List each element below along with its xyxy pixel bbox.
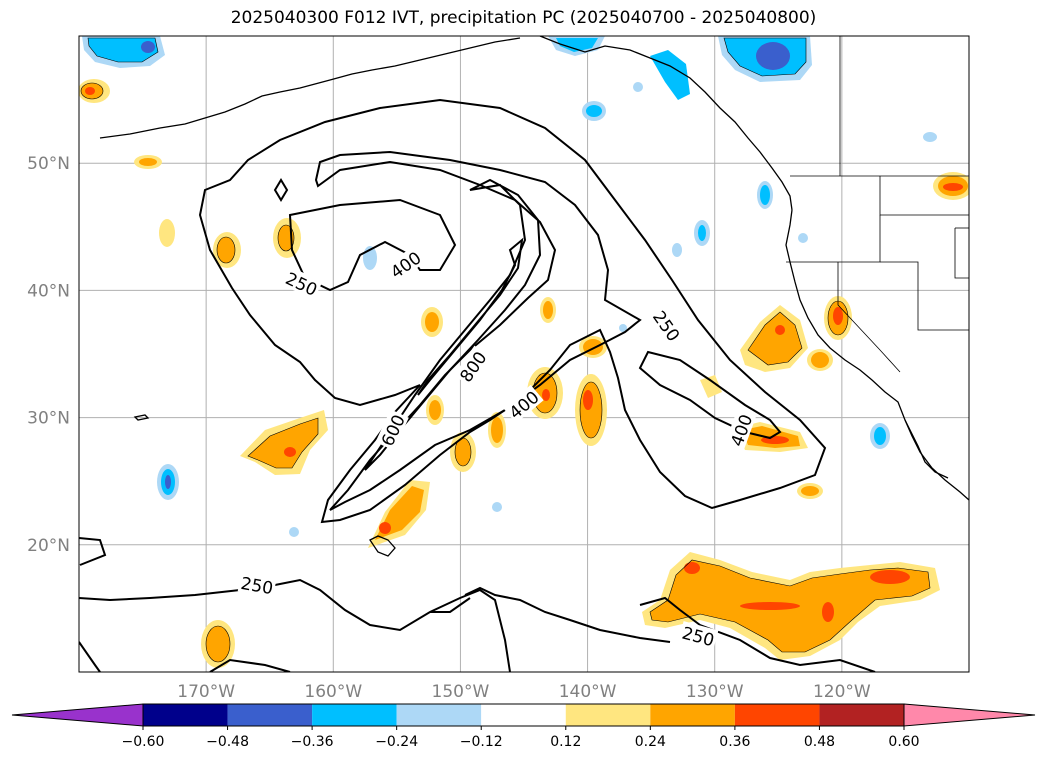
colorbar-extend-high [903, 703, 1036, 727]
contour-label-bg [384, 245, 426, 283]
lat-label: 50°N [27, 154, 70, 174]
lon-label: 140°W [559, 682, 617, 702]
contour-label-bg [375, 409, 409, 451]
colorbar-tick-label: 0.36 [719, 734, 750, 750]
precipitation-shading [79, 36, 969, 668]
colorbar-segment [143, 704, 228, 726]
lat-label: 40°N [27, 281, 70, 301]
colorbar-tick-label: −0.12 [460, 734, 503, 750]
colorbar-segment [227, 704, 313, 726]
contour-label-bg [678, 621, 719, 650]
lon-label: 150°W [432, 682, 490, 702]
contour-label-bg [503, 384, 544, 424]
colorbar-tick-label: 0.12 [550, 734, 581, 750]
contour-label-bg [724, 409, 757, 451]
colorbar-tick-label: −0.24 [375, 734, 418, 750]
colorbar-segment [650, 704, 735, 726]
colorbar-segment [481, 704, 566, 726]
map-title: 2025040300 F012 IVT, precipitation PC (2… [230, 8, 817, 28]
lon-label: 130°W [686, 682, 744, 702]
lat-label: 20°N [27, 536, 70, 556]
colorbar-extend-low [11, 703, 144, 727]
contour-label-bg [237, 571, 277, 598]
contour-label-bg [453, 345, 491, 387]
contour-label-bg [281, 266, 323, 300]
colorbar-tick-label: 0.24 [635, 734, 666, 750]
contour-label-bg [648, 304, 686, 346]
plot-frame [78, 35, 970, 673]
colorbar-segment [312, 704, 397, 726]
colorbar: −0.60 −0.48 −0.36 −0.24 −0.12 0.12 0.24 0.36 0.4… [11, 703, 1036, 750]
lon-label: 170°W [177, 682, 235, 702]
lat-label: 30°N [27, 409, 70, 429]
state-borders [786, 36, 969, 373]
colorbar-segment [565, 704, 651, 726]
colorbar-tick-label: −0.48 [206, 734, 249, 750]
colorbar-segment [734, 704, 820, 726]
colorbar-segment [396, 704, 482, 726]
colorbar-tick-label: 0.48 [804, 734, 835, 750]
coastlines [99, 36, 969, 557]
lon-label: 160°W [304, 682, 362, 702]
colorbar-tick-label: −0.36 [291, 734, 334, 750]
lon-label: 120°W [813, 682, 871, 702]
colorbar-segment [819, 704, 904, 726]
colorbar-tick-label: −0.60 [122, 734, 165, 750]
colorbar-tick-label: 0.60 [888, 734, 919, 750]
colorbar-frame [142, 703, 905, 727]
